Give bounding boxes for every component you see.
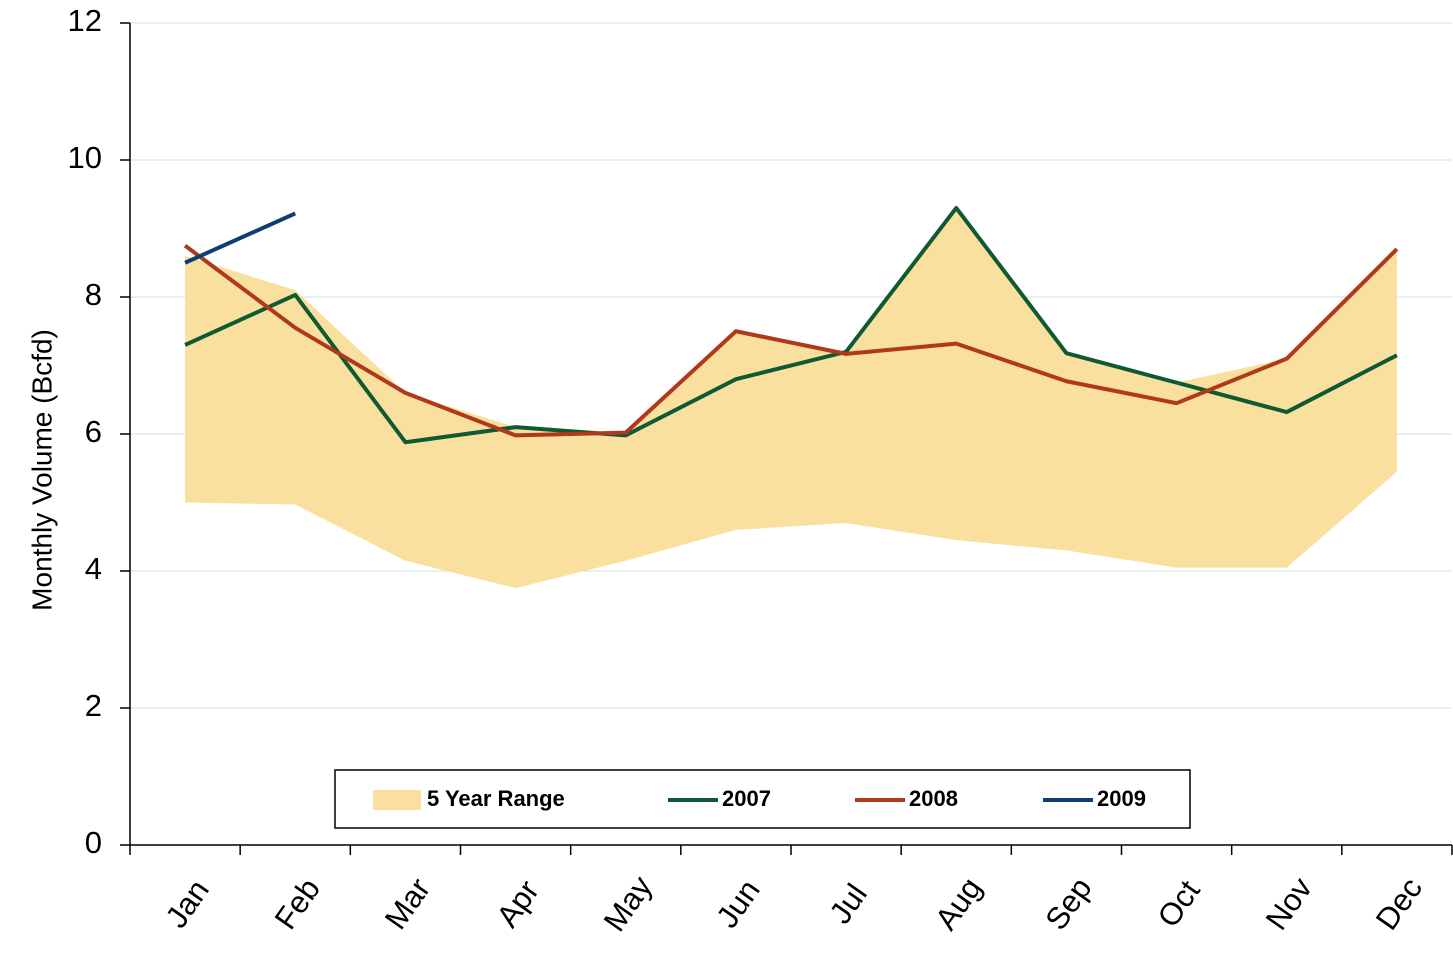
x-tick-label: Aug [928,871,988,936]
y-tick-label: 4 [85,551,102,586]
legend-label: 2009 [1097,786,1146,811]
x-tick-label: Oct [1151,874,1208,934]
x-tick-label: Jun [709,873,766,934]
x-tick-label: May [597,869,660,937]
legend-label: 2008 [909,786,958,811]
series-line [184,211,297,265]
y-tick-label: 6 [85,414,102,449]
x-tick-label: Jul [822,877,873,930]
x-tick-label: Dec [1369,871,1429,936]
legend-label: 2007 [722,786,771,811]
y-axis-label: Monthly Volume (Bcfd) [26,329,57,611]
x-tick-label: Jan [159,873,216,934]
y-tick-label: 0 [85,825,102,860]
x-tick-label: Mar [378,872,437,936]
x-tick-label: Sep [1038,871,1098,936]
y-tick-label: 2 [85,688,102,723]
y-tick-label: 12 [68,3,102,38]
x-tick-label: Apr [490,874,546,934]
range-area [185,207,1397,589]
x-tick-label: Feb [268,872,327,936]
legend-swatch [373,790,421,810]
x-tick-label: Nov [1259,871,1320,937]
y-tick-label: 10 [68,140,102,175]
series-line [183,244,1399,438]
y-tick-label: 8 [85,277,102,312]
legend-label: 5 Year Range [427,786,565,811]
series-line [184,205,1398,445]
